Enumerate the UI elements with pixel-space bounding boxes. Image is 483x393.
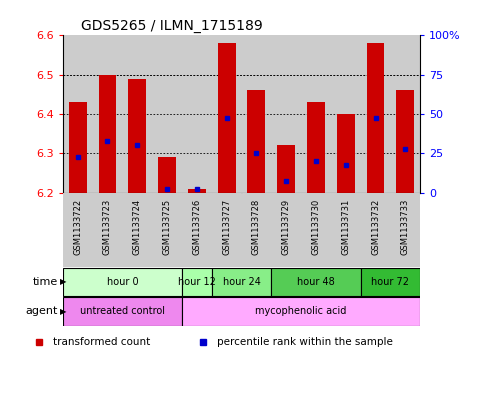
Text: GSM1133729: GSM1133729 bbox=[282, 198, 291, 255]
Bar bbox=[271, 268, 361, 296]
Bar bbox=[182, 193, 212, 267]
Bar bbox=[63, 297, 182, 325]
Bar bbox=[247, 90, 265, 193]
Bar bbox=[367, 43, 384, 193]
Bar bbox=[122, 35, 152, 193]
Text: GSM1133728: GSM1133728 bbox=[252, 198, 261, 255]
Bar bbox=[158, 157, 176, 193]
Text: GSM1133733: GSM1133733 bbox=[401, 198, 410, 255]
Bar bbox=[361, 35, 390, 193]
Text: GSM1133730: GSM1133730 bbox=[312, 198, 320, 255]
Text: percentile rank within the sample: percentile rank within the sample bbox=[217, 337, 393, 347]
Bar bbox=[122, 193, 152, 267]
Bar bbox=[361, 193, 390, 267]
Bar bbox=[390, 193, 420, 267]
Bar bbox=[188, 189, 206, 193]
Bar bbox=[93, 193, 122, 267]
Bar bbox=[99, 75, 116, 193]
Text: ▶: ▶ bbox=[60, 307, 67, 316]
Bar bbox=[182, 268, 212, 296]
Text: transformed count: transformed count bbox=[53, 337, 150, 347]
Text: time: time bbox=[33, 277, 58, 287]
Bar bbox=[307, 102, 325, 193]
Text: agent: agent bbox=[26, 307, 58, 316]
Bar bbox=[128, 79, 146, 193]
Bar bbox=[301, 193, 331, 267]
Text: hour 48: hour 48 bbox=[297, 277, 335, 287]
Text: hour 12: hour 12 bbox=[178, 277, 216, 287]
Text: GSM1133732: GSM1133732 bbox=[371, 198, 380, 255]
Bar bbox=[242, 193, 271, 267]
Text: mycophenolic acid: mycophenolic acid bbox=[256, 307, 347, 316]
Bar bbox=[212, 35, 242, 193]
Bar bbox=[63, 193, 93, 267]
Bar bbox=[152, 193, 182, 267]
Bar bbox=[397, 90, 414, 193]
Bar bbox=[337, 114, 355, 193]
Text: GSM1133727: GSM1133727 bbox=[222, 198, 231, 255]
Bar bbox=[63, 35, 93, 193]
Bar bbox=[152, 35, 182, 193]
Text: GSM1133731: GSM1133731 bbox=[341, 198, 350, 255]
Bar bbox=[242, 35, 271, 193]
Text: GSM1133723: GSM1133723 bbox=[103, 198, 112, 255]
Bar bbox=[63, 268, 182, 296]
Text: untreated control: untreated control bbox=[80, 307, 165, 316]
Text: GSM1133726: GSM1133726 bbox=[192, 198, 201, 255]
Bar bbox=[182, 297, 420, 325]
Text: hour 72: hour 72 bbox=[371, 277, 410, 287]
Text: hour 0: hour 0 bbox=[107, 277, 138, 287]
Bar bbox=[212, 193, 242, 267]
Bar bbox=[218, 43, 236, 193]
Bar bbox=[271, 193, 301, 267]
Bar bbox=[182, 35, 212, 193]
Text: GSM1133725: GSM1133725 bbox=[163, 198, 171, 255]
Text: GSM1133722: GSM1133722 bbox=[73, 198, 82, 255]
Bar bbox=[212, 268, 271, 296]
Text: hour 24: hour 24 bbox=[223, 277, 260, 287]
Bar bbox=[331, 35, 361, 193]
Text: ▶: ▶ bbox=[60, 277, 67, 286]
Bar bbox=[69, 102, 86, 193]
Bar bbox=[301, 35, 331, 193]
Bar bbox=[271, 35, 301, 193]
Text: GSM1133724: GSM1133724 bbox=[133, 198, 142, 255]
Bar bbox=[390, 35, 420, 193]
Bar bbox=[277, 145, 295, 193]
Text: GDS5265 / ILMN_1715189: GDS5265 / ILMN_1715189 bbox=[81, 19, 262, 33]
Bar bbox=[93, 35, 122, 193]
Bar bbox=[331, 193, 361, 267]
Bar bbox=[361, 268, 420, 296]
